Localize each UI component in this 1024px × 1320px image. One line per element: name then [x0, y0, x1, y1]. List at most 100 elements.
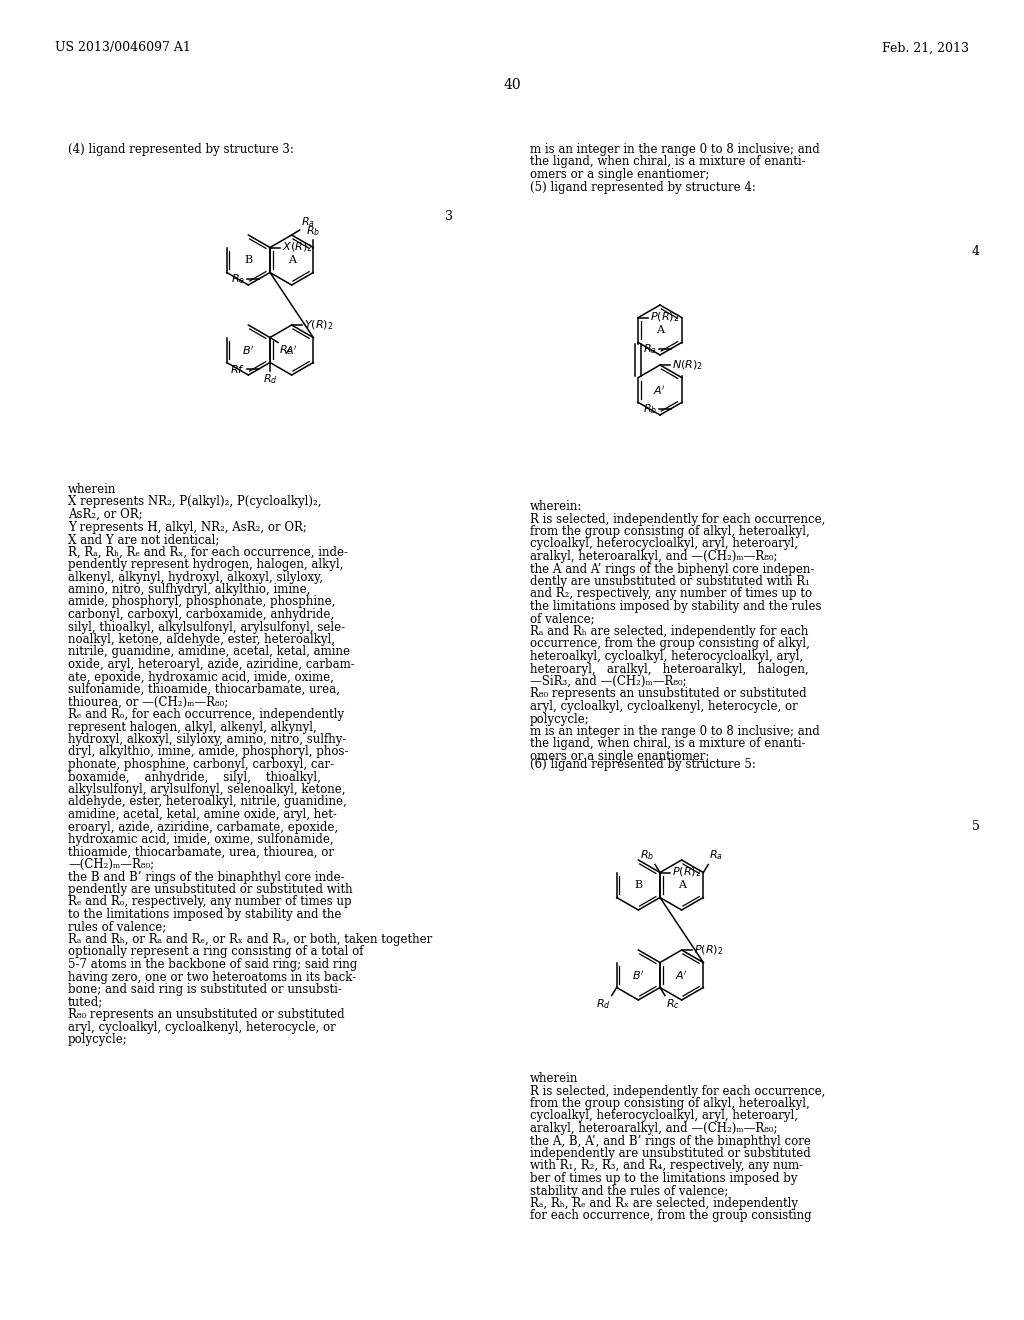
Text: phonate, phosphine, carbonyl, carboxyl, car-: phonate, phosphine, carbonyl, carboxyl, …	[68, 758, 334, 771]
Text: $A'$: $A'$	[653, 384, 667, 396]
Text: thiourea, or —(CH₂)ₘ—R₈₀;: thiourea, or —(CH₂)ₘ—R₈₀;	[68, 696, 228, 709]
Text: 4: 4	[972, 246, 980, 257]
Text: to the limitations imposed by stability and the: to the limitations imposed by stability …	[68, 908, 341, 921]
Text: m is an integer in the range 0 to 8 inclusive; and: m is an integer in the range 0 to 8 incl…	[530, 725, 820, 738]
Text: pendently represent hydrogen, halogen, alkyl,: pendently represent hydrogen, halogen, a…	[68, 558, 343, 572]
Text: hydroxyl, alkoxyl, silyloxy, amino, nitro, sulfhy-: hydroxyl, alkoxyl, silyloxy, amino, nitr…	[68, 733, 346, 746]
Text: m is an integer in the range 0 to 8 inclusive; and: m is an integer in the range 0 to 8 incl…	[530, 143, 820, 156]
Text: aralkyl, heteroaralkyl, and —(CH₂)ₘ—R₈₀;: aralkyl, heteroaralkyl, and —(CH₂)ₘ—R₈₀;	[530, 1122, 777, 1135]
Text: dryl, alkylthio, imine, amide, phosphoryl, phos-: dryl, alkylthio, imine, amide, phosphory…	[68, 746, 348, 759]
Text: carbonyl, carboxyl, carboxamide, anhydride,: carbonyl, carboxyl, carboxamide, anhydri…	[68, 609, 334, 620]
Text: the limitations imposed by stability and the rules: the limitations imposed by stability and…	[530, 601, 821, 612]
Text: polycycle;: polycycle;	[68, 1034, 128, 1045]
Text: US 2013/0046097 A1: US 2013/0046097 A1	[55, 41, 190, 54]
Text: $R_b$: $R_b$	[640, 849, 654, 862]
Text: ate, epoxide, hydroxamic acid, imide, oxime,: ate, epoxide, hydroxamic acid, imide, ox…	[68, 671, 334, 684]
Text: $A'$: $A'$	[675, 969, 688, 982]
Text: $R_e$: $R_e$	[231, 272, 245, 285]
Text: wherein: wherein	[68, 483, 117, 496]
Text: tuted;: tuted;	[68, 995, 103, 1008]
Text: sulfonamide, thioamide, thiocarbamate, urea,: sulfonamide, thioamide, thiocarbamate, u…	[68, 682, 340, 696]
Text: stability and the rules of valence;: stability and the rules of valence;	[530, 1184, 728, 1197]
Text: noalkyl, ketone, aldehyde, ester, heteroalkyl,: noalkyl, ketone, aldehyde, ester, hetero…	[68, 634, 335, 645]
Text: A: A	[678, 880, 686, 890]
Text: nitrile, guanidine, amidine, acetal, ketal, amine: nitrile, guanidine, amidine, acetal, ket…	[68, 645, 350, 659]
Text: with R₁, R₂, R₃, and R₄, respectively, any num-: with R₁, R₂, R₃, and R₄, respectively, a…	[530, 1159, 803, 1172]
Text: $R_a$: $R_a$	[301, 215, 314, 228]
Text: $B'$: $B'$	[632, 969, 644, 982]
Text: cycloalkyl, heterocycloalkyl, aryl, heteroaryl,: cycloalkyl, heterocycloalkyl, aryl, hete…	[530, 1110, 798, 1122]
Text: $X(R)_2$: $X(R)_2$	[282, 240, 312, 255]
Text: R₈₀ represents an unsubstituted or substituted: R₈₀ represents an unsubstituted or subst…	[68, 1008, 345, 1020]
Text: of valence;: of valence;	[530, 612, 595, 626]
Text: amino, nitro, sulfhydryl, alkylthio, imine,: amino, nitro, sulfhydryl, alkylthio, imi…	[68, 583, 310, 597]
Text: rules of valence;: rules of valence;	[68, 920, 166, 933]
Text: occurrence, from the group consisting of alkyl,: occurrence, from the group consisting of…	[530, 638, 810, 651]
Text: heteroaryl,   aralkyl,   heteroaralkyl,   halogen,: heteroaryl, aralkyl, heteroaralkyl, halo…	[530, 663, 809, 676]
Text: for each occurrence, from the group consisting: for each occurrence, from the group cons…	[530, 1209, 812, 1222]
Text: from the group consisting of alkyl, heteroalkyl,: from the group consisting of alkyl, hete…	[530, 525, 810, 539]
Text: heteroalkyl, cycloalkyl, heterocycloalkyl, aryl,: heteroalkyl, cycloalkyl, heterocycloalky…	[530, 649, 803, 663]
Text: $Y(R)_2$: $Y(R)_2$	[304, 318, 333, 331]
Text: and R₂, respectively, any number of times up to: and R₂, respectively, any number of time…	[530, 587, 812, 601]
Text: R₈₀ represents an unsubstituted or substituted: R₈₀ represents an unsubstituted or subst…	[530, 688, 807, 701]
Text: aryl, cycloalkyl, cycloalkenyl, heterocycle, or: aryl, cycloalkyl, cycloalkenyl, heterocy…	[68, 1020, 336, 1034]
Text: the ligand, when chiral, is a mixture of enanti-: the ligand, when chiral, is a mixture of…	[530, 156, 806, 169]
Text: aldehyde, ester, heteroalkyl, nitrile, guanidine,: aldehyde, ester, heteroalkyl, nitrile, g…	[68, 796, 347, 808]
Text: R is selected, independently for each occurrence,: R is selected, independently for each oc…	[530, 512, 825, 525]
Text: having zero, one or two heteroatoms in its back-: having zero, one or two heteroatoms in i…	[68, 970, 356, 983]
Text: optionally represent a ring consisting of a total of: optionally represent a ring consisting o…	[68, 945, 364, 958]
Text: 5-7 atoms in the backbone of said ring; said ring: 5-7 atoms in the backbone of said ring; …	[68, 958, 357, 972]
Text: alkenyl, alkynyl, hydroxyl, alkoxyl, silyloxy,: alkenyl, alkynyl, hydroxyl, alkoxyl, sil…	[68, 570, 323, 583]
Text: polycycle;: polycycle;	[530, 713, 590, 726]
Text: eroaryl, azide, aziridine, carbamate, epoxide,: eroaryl, azide, aziridine, carbamate, ep…	[68, 821, 338, 833]
Text: from the group consisting of alkyl, heteroalkyl,: from the group consisting of alkyl, hete…	[530, 1097, 810, 1110]
Text: 5: 5	[972, 820, 980, 833]
Text: $R_d$: $R_d$	[596, 998, 610, 1011]
Text: $R_b$: $R_b$	[306, 223, 321, 238]
Text: dently are unsubstituted or substituted with R₁: dently are unsubstituted or substituted …	[530, 576, 810, 587]
Text: $P(R)_2$: $P(R)_2$	[650, 310, 680, 325]
Text: $R_c$: $R_c$	[279, 343, 293, 358]
Text: wherein: wherein	[530, 1072, 579, 1085]
Text: A: A	[656, 325, 664, 335]
Text: hydroxamic acid, imide, oxime, sulfonamide,: hydroxamic acid, imide, oxime, sulfonami…	[68, 833, 334, 846]
Text: cycloalkyl, heterocycloalkyl, aryl, heteroaryl,: cycloalkyl, heterocycloalkyl, aryl, hete…	[530, 537, 798, 550]
Text: 40: 40	[503, 78, 521, 92]
Text: AsR₂, or OR;: AsR₂, or OR;	[68, 508, 142, 521]
Text: $R_b$: $R_b$	[642, 401, 656, 416]
Text: $R_d$: $R_d$	[263, 372, 278, 387]
Text: oxide, aryl, heteroaryl, azide, aziridine, carbam-: oxide, aryl, heteroaryl, azide, aziridin…	[68, 657, 354, 671]
Text: —SiR₃, and —(CH₂)ₘ—R₈₀;: —SiR₃, and —(CH₂)ₘ—R₈₀;	[530, 675, 687, 688]
Text: Feb. 21, 2013: Feb. 21, 2013	[882, 41, 969, 54]
Text: (6) ligand represented by structure 5:: (6) ligand represented by structure 5:	[530, 758, 756, 771]
Text: $P(R)_2$: $P(R)_2$	[693, 944, 723, 957]
Text: boxamide,    anhydride,    silyl,    thioalkyl,: boxamide, anhydride, silyl, thioalkyl,	[68, 771, 321, 784]
Text: —(CH₂)ₘ—R₈₀;: —(CH₂)ₘ—R₈₀;	[68, 858, 155, 871]
Text: Y represents H, alkyl, NR₂, AsR₂, or OR;: Y represents H, alkyl, NR₂, AsR₂, or OR;	[68, 520, 307, 533]
Text: B: B	[245, 255, 252, 265]
Text: Rₐ and Rₕ, or Rₐ and Rₑ, or Rₓ and Rₔ, or both, taken together: Rₐ and Rₕ, or Rₐ and Rₑ, or Rₓ and Rₔ, o…	[68, 933, 432, 946]
Text: Rₐ and Rₕ are selected, independently for each: Rₐ and Rₕ are selected, independently fo…	[530, 624, 808, 638]
Text: R is selected, independently for each occurrence,: R is selected, independently for each oc…	[530, 1085, 825, 1097]
Text: amide, phosphoryl, phosphonate, phosphine,: amide, phosphoryl, phosphonate, phosphin…	[68, 595, 336, 609]
Text: wherein:: wherein:	[530, 500, 583, 513]
Text: represent halogen, alkyl, alkenyl, alkynyl,: represent halogen, alkyl, alkenyl, alkyn…	[68, 721, 316, 734]
Text: $R_a$: $R_a$	[643, 342, 656, 355]
Text: independently are unsubstituted or substituted: independently are unsubstituted or subst…	[530, 1147, 811, 1160]
Text: the B and B’ rings of the binaphthyl core inde-: the B and B’ rings of the binaphthyl cor…	[68, 870, 345, 883]
Text: $N(R)_2$: $N(R)_2$	[672, 358, 703, 372]
Text: Rₑ and Rₒ, for each occurrence, independently: Rₑ and Rₒ, for each occurrence, independ…	[68, 708, 344, 721]
Text: the A, B, A’, and B’ rings of the binaphthyl core: the A, B, A’, and B’ rings of the binaph…	[530, 1134, 811, 1147]
Text: the ligand, when chiral, is a mixture of enanti-: the ligand, when chiral, is a mixture of…	[530, 738, 806, 751]
Text: Rₐ, Rₕ, Rₑ and Rₓ are selected, independently: Rₐ, Rₕ, Rₑ and Rₓ are selected, independ…	[530, 1197, 798, 1210]
Text: (5) ligand represented by structure 4:: (5) ligand represented by structure 4:	[530, 181, 756, 194]
Text: the A and A’ rings of the biphenyl core indepen-: the A and A’ rings of the biphenyl core …	[530, 562, 814, 576]
Text: (4) ligand represented by structure 3:: (4) ligand represented by structure 3:	[68, 143, 294, 156]
Text: $B'$: $B'$	[242, 343, 255, 356]
Text: $R_c$: $R_c$	[666, 998, 680, 1011]
Text: silyl, thioalkyl, alkylsulfonyl, arylsulfonyl, sele-: silyl, thioalkyl, alkylsulfonyl, arylsul…	[68, 620, 345, 634]
Text: thioamide, thiocarbamate, urea, thiourea, or: thioamide, thiocarbamate, urea, thiourea…	[68, 846, 334, 858]
Text: omers or a single enantiomer;: omers or a single enantiomer;	[530, 750, 710, 763]
Text: $P(R)_2$: $P(R)_2$	[672, 866, 701, 879]
